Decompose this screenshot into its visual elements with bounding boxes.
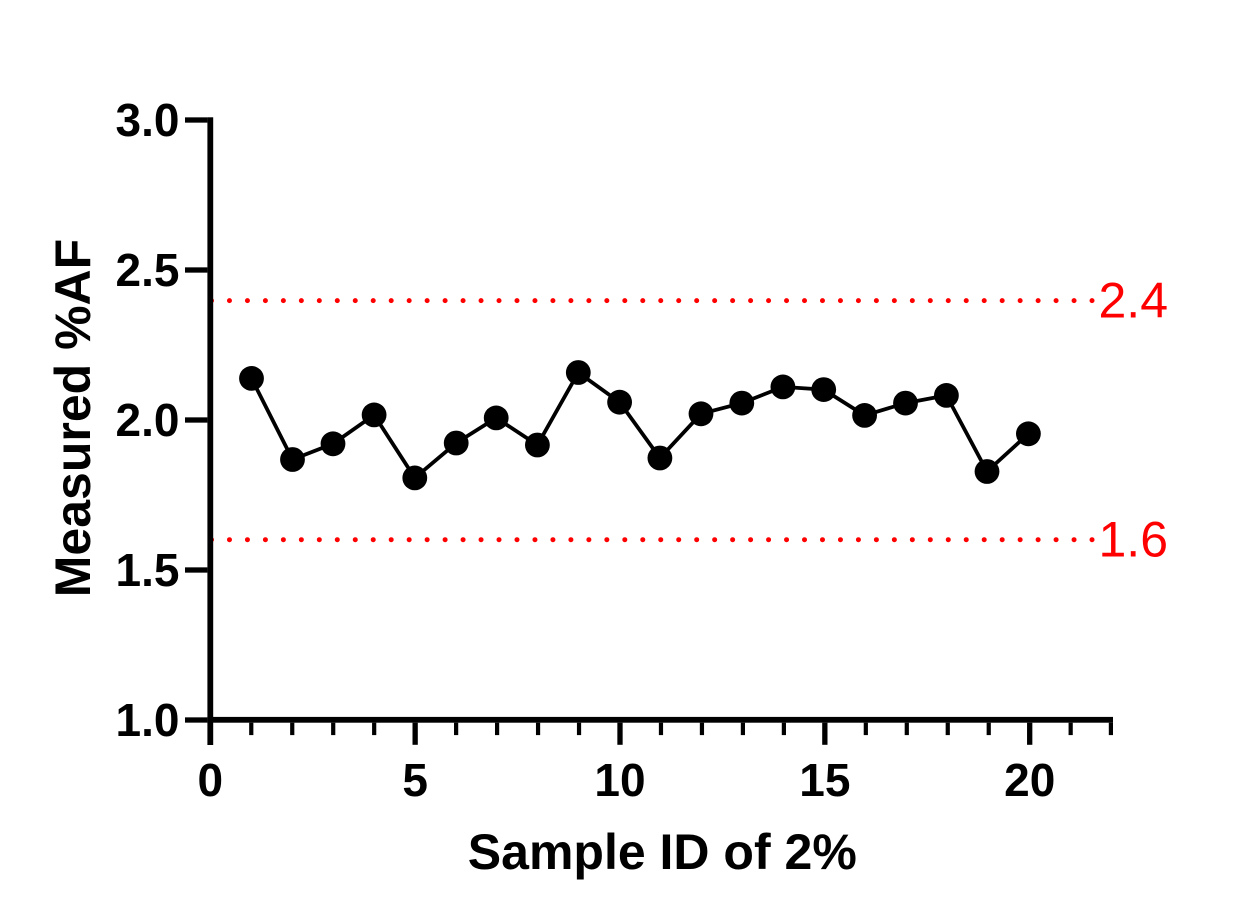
svg-text:3.0: 3.0 [116,94,180,146]
svg-text:1.5: 1.5 [116,544,180,596]
svg-text:20: 20 [1004,754,1055,806]
svg-text:1.6: 1.6 [1099,512,1169,568]
svg-text:1.0: 1.0 [116,694,180,746]
svg-text:2.4: 2.4 [1099,273,1169,329]
svg-text:2.0: 2.0 [116,394,180,446]
svg-text:5: 5 [402,754,428,806]
svg-text:0: 0 [198,754,224,806]
svg-text:2.5: 2.5 [116,244,180,296]
svg-text:15: 15 [799,754,850,806]
svg-text:Measured %AF: Measured %AF [45,239,101,597]
svg-text:10: 10 [594,754,645,806]
svg-text:Sample ID of 2%: Sample ID of 2% [468,824,857,880]
